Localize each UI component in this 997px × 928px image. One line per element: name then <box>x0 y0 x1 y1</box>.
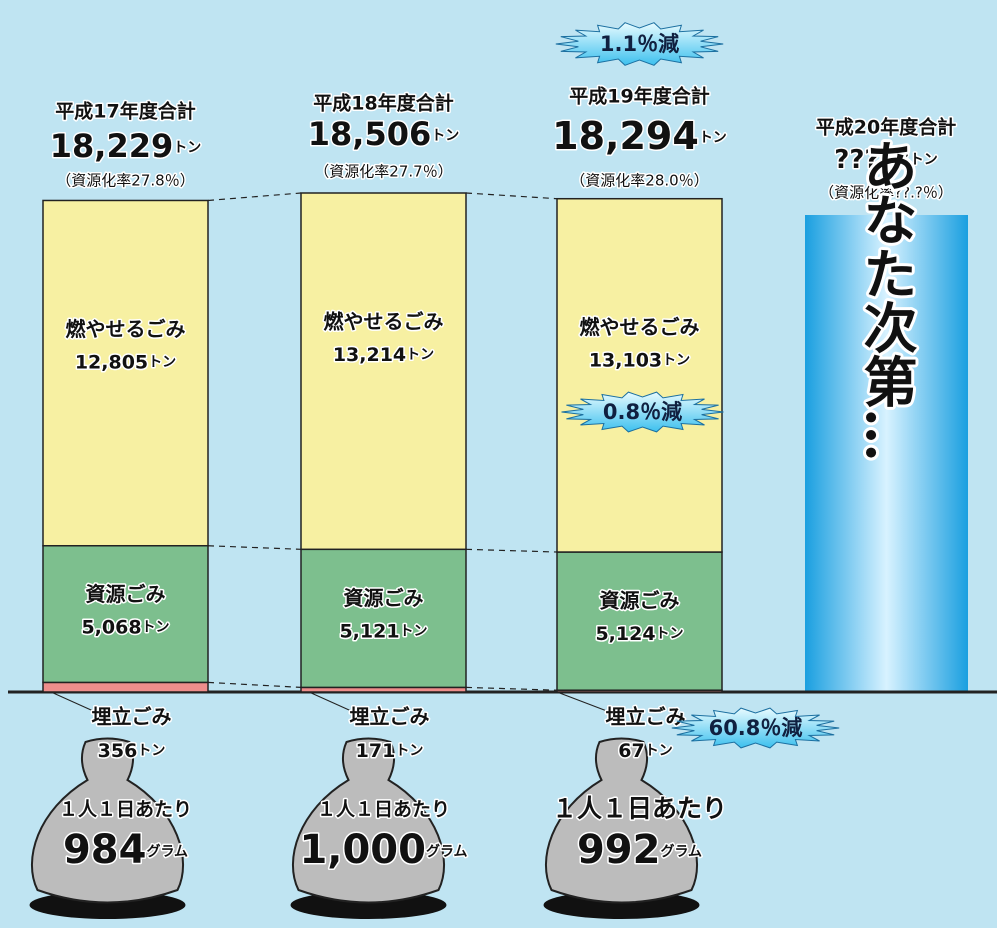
value: 18,294 <box>552 114 699 158</box>
connector <box>466 687 557 690</box>
unit: トン <box>406 347 434 363</box>
column-title: 平成20年度合計 <box>816 116 956 139</box>
unit: グラム <box>660 843 702 860</box>
value: 13,214 <box>333 344 406 366</box>
unit: グラム <box>426 843 468 860</box>
per-person-label: １人１日あたり <box>552 794 727 823</box>
segment-value: 5,068トン <box>81 616 169 638</box>
value: 13,103 <box>589 349 662 371</box>
per-person-label: １人１日あたり <box>317 799 450 821</box>
bar-segment <box>557 199 722 552</box>
value: 5,121 <box>339 620 399 642</box>
segment-value: 5,124トン <box>595 623 683 645</box>
infographic: 平成17年度合計18,229トン（資源化率27.8％）燃やせるごみ12,805ト… <box>0 0 997 928</box>
segment-name: 燃やせるごみ <box>580 315 700 339</box>
segment-name: 燃やせるごみ <box>324 310 444 334</box>
value: 18,229 <box>50 127 173 165</box>
unit: トン <box>645 743 673 759</box>
unit: トン <box>431 128 459 144</box>
bar-segment <box>43 682 208 692</box>
value: 12,805 <box>75 351 148 373</box>
segment-value: 5,121トン <box>339 620 427 642</box>
segment-name: 資源ごみ <box>86 582 166 606</box>
value: 356 <box>98 740 138 762</box>
badge-text: 0.8％減 <box>603 400 682 424</box>
segment-name: 埋立ごみ <box>350 705 430 729</box>
connector <box>466 193 557 199</box>
unit: トン <box>142 620 170 636</box>
value: 171 <box>356 740 396 762</box>
connector <box>466 549 557 552</box>
unit: トン <box>395 743 423 759</box>
recycling-rate: （資源化率27.7％） <box>314 163 452 181</box>
value: 992 <box>577 827 661 873</box>
bar-segment <box>43 200 208 545</box>
bar-segment <box>301 549 466 687</box>
unit: トン <box>400 623 428 639</box>
segment-value: 356トン <box>98 740 166 762</box>
bag <box>32 739 183 903</box>
segment-value: 67トン <box>618 740 672 762</box>
unit: トン <box>137 743 165 759</box>
message: あなた次第… <box>854 138 918 462</box>
column-title: 平成17年度合計 <box>55 100 195 123</box>
segment-name: 埋立ごみ <box>92 705 172 729</box>
per-person-label: １人１日あたり <box>59 799 192 821</box>
column-title: 平成19年度合計 <box>569 85 709 108</box>
segment-name: 資源ごみ <box>600 589 680 613</box>
recycling-rate: （資源化率28.0％） <box>570 172 708 190</box>
leader <box>51 692 96 712</box>
value: 5,068 <box>81 616 141 638</box>
value: 984 <box>63 827 147 873</box>
badge-text: 1.1％減 <box>600 32 679 56</box>
segment-value: 13,214トン <box>333 344 434 366</box>
connector <box>208 193 301 200</box>
recycling-rate: （資源化率27.8％） <box>56 172 194 190</box>
unit: トン <box>699 130 727 146</box>
value: 67 <box>618 740 644 762</box>
value: 5,124 <box>595 623 655 645</box>
segment-name: 埋立ごみ <box>606 705 686 729</box>
bag <box>293 739 444 903</box>
segment-value: 13,103トン <box>589 349 690 371</box>
unit: トン <box>656 626 684 642</box>
column-total: 18,229トン <box>50 127 201 165</box>
segment-name: 燃やせるごみ <box>66 317 186 341</box>
bar-segment <box>43 546 208 683</box>
segment-name: 資源ごみ <box>344 586 424 610</box>
segment-value: 12,805トン <box>75 351 176 373</box>
bar-segment <box>557 552 722 690</box>
connector <box>208 682 301 687</box>
column-total: 18,294トン <box>552 114 727 158</box>
connector <box>208 546 301 550</box>
segment-value: 171トン <box>356 740 424 762</box>
column-title: 平成18年度合計 <box>313 92 453 115</box>
value: 1,000 <box>299 827 426 873</box>
unit: トン <box>173 140 201 156</box>
leader <box>557 692 610 712</box>
value: 18,506 <box>308 115 431 153</box>
unit: トン <box>148 354 176 370</box>
bar-segment <box>301 193 466 549</box>
unit: トン <box>662 353 690 369</box>
leader <box>309 692 354 712</box>
badge-text: 60.8％減 <box>709 716 803 740</box>
unit: グラム <box>146 843 188 860</box>
column-total: 18,506トン <box>308 115 459 153</box>
